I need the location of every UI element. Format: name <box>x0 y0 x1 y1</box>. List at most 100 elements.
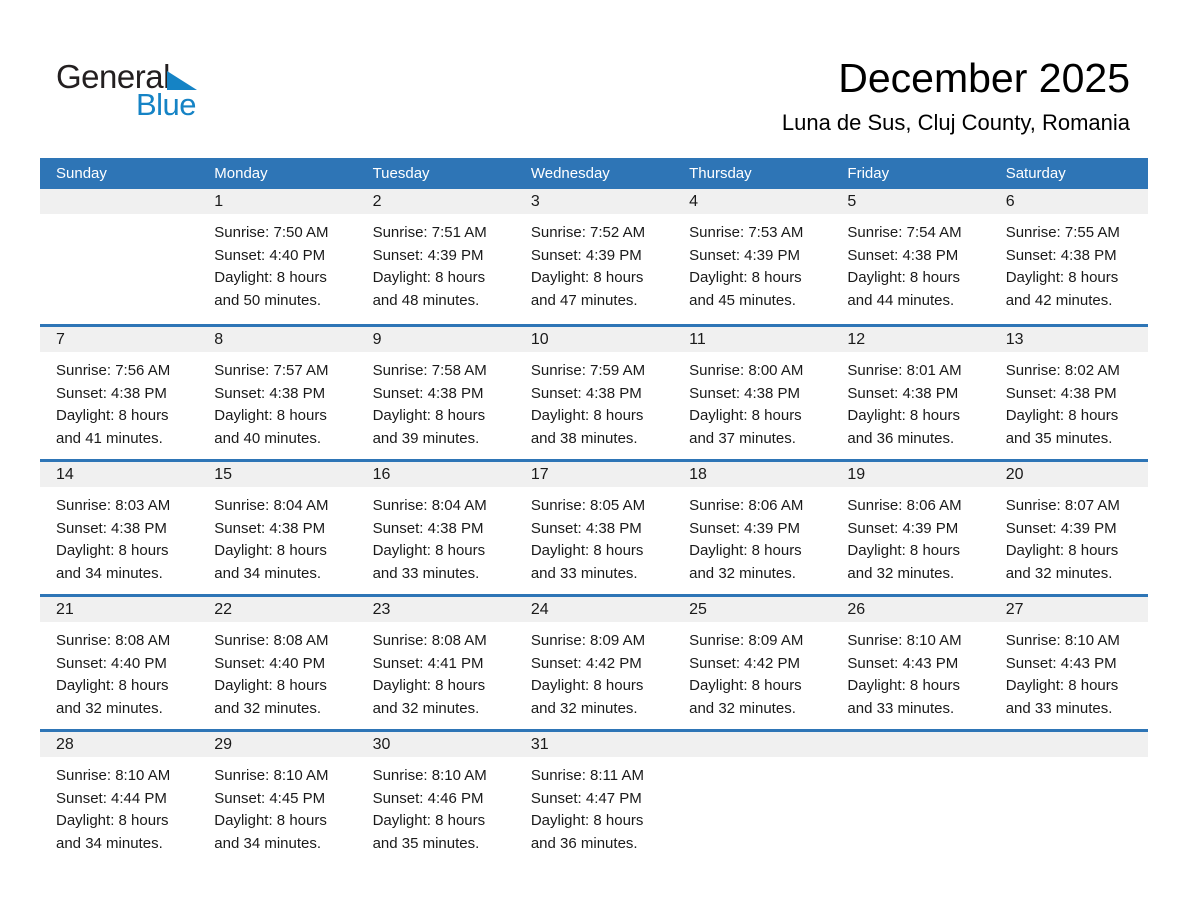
day-detail-line: Sunset: 4:38 PM <box>689 384 801 402</box>
day-detail-line: Sunrise: 7:50 AM <box>214 224 329 241</box>
day-cell-6: 6 Sunrise: 7:55 AM Sunset: 4:38 PM Daylight… <box>989 189 1148 324</box>
day-details: Sunrise: 8:08 AM Sunset: 4:40 PM Daylight:… <box>40 622 198 720</box>
day-details: Sunrise: 7:59 AM Sunset: 4:38 PM Daylight:… <box>515 352 673 450</box>
day-cell-2: 2 Sunrise: 7:51 AM Sunset: 4:39 PM Daylight… <box>356 189 515 324</box>
day-number: 27 <box>989 597 1148 622</box>
day-cell-25: 25 Sunrise: 8:09 AM Sunset: 4:42 PM Dayligh… <box>673 597 832 729</box>
day-detail-line: Daylight: 8 hours <box>372 542 486 559</box>
weekday-header-tuesday: Tuesday <box>372 165 430 182</box>
day-details: Sunrise: 8:10 AM Sunset: 4:43 PM Daylight:… <box>990 622 1148 720</box>
day-cell-13: 13 Sunrise: 8:02 AM Sunset: 4:38 PM Dayligh… <box>989 327 1148 459</box>
day-details <box>831 757 989 765</box>
day-detail-line: and 47 minutes. <box>530 291 638 309</box>
day-number: 9 <box>356 327 515 352</box>
day-detail-line: Daylight: 8 hours <box>214 407 327 424</box>
day-detail-line: and 36 minutes. <box>847 429 955 447</box>
page-title: December 2025 <box>838 55 1130 101</box>
day-detail-line: Sunset: 4:39 PM <box>530 246 642 264</box>
day-details: Sunrise: 7:50 AM Sunset: 4:40 PM Daylight:… <box>198 214 356 312</box>
day-detail-line: and 32 minutes. <box>689 564 796 582</box>
day-detail-line: and 33 minutes. <box>372 564 480 582</box>
day-detail-line: Sunrise: 7:56 AM <box>56 362 171 379</box>
week-row: 21 Sunrise: 8:08 AM Sunset: 4:40 PM Dayligh… <box>40 594 1148 729</box>
day-detail-line: and 32 minutes. <box>530 699 638 717</box>
day-detail-line: Sunrise: 8:01 AM <box>847 362 962 379</box>
day-detail-line: and 40 minutes. <box>214 429 322 447</box>
day-number: 6 <box>989 189 1148 214</box>
day-detail-line: Daylight: 8 hours <box>372 677 486 694</box>
day-number: 22 <box>198 597 357 622</box>
week-row: 7 Sunrise: 7:56 AM Sunset: 4:38 PM Daylight… <box>40 324 1148 459</box>
day-detail-line: Daylight: 8 hours <box>1005 677 1119 694</box>
day-detail-line: Sunrise: 7:59 AM <box>530 362 646 379</box>
day-cell-3: 3 Sunrise: 7:52 AM Sunset: 4:39 PM Daylight… <box>514 189 674 324</box>
day-detail-line: and 38 minutes. <box>530 429 638 447</box>
day-detail-line: Daylight: 8 hours <box>56 542 169 559</box>
week-row: 28 Sunrise: 8:10 AM Sunset: 4:44 PM Dayligh… <box>40 729 1148 864</box>
day-detail-line: Sunset: 4:45 PM <box>214 789 326 807</box>
day-details: Sunrise: 8:10 AM Sunset: 4:44 PM Daylight:… <box>40 757 198 855</box>
day-details <box>673 757 831 765</box>
day-detail-line: Sunrise: 8:08 AM <box>214 632 329 649</box>
day-detail-line: Sunrise: 8:06 AM <box>847 497 962 514</box>
day-cell-empty <box>831 732 990 864</box>
day-detail-line: Sunrise: 8:08 AM <box>372 632 487 649</box>
day-detail-line: and 34 minutes. <box>56 834 163 852</box>
day-cell-4: 4 Sunrise: 7:53 AM Sunset: 4:39 PM Daylight… <box>673 189 832 324</box>
day-detail-line: Sunrise: 8:10 AM <box>372 767 487 784</box>
day-detail-line: Sunset: 4:38 PM <box>56 384 167 402</box>
day-detail-line: Sunset: 4:40 PM <box>56 654 167 672</box>
day-detail-line: and 32 minutes. <box>689 699 796 717</box>
day-number: 5 <box>831 189 990 214</box>
day-detail-line: and 32 minutes. <box>372 699 480 717</box>
day-detail-line: Daylight: 8 hours <box>372 407 486 424</box>
day-detail-line: Sunset: 4:38 PM <box>1005 384 1117 402</box>
day-number: 18 <box>673 462 832 487</box>
day-detail-line: and 35 minutes. <box>372 834 480 852</box>
day-detail-line: and 34 minutes. <box>214 564 322 582</box>
logo-text-blue: Blue <box>135 87 197 122</box>
day-detail-line: Daylight: 8 hours <box>214 542 327 559</box>
day-detail-line: Sunrise: 8:10 AM <box>1005 632 1120 649</box>
day-details: Sunrise: 8:09 AM Sunset: 4:42 PM Daylight:… <box>515 622 673 720</box>
day-details: Sunrise: 8:04 AM Sunset: 4:38 PM Daylight:… <box>357 487 515 585</box>
day-detail-line: Daylight: 8 hours <box>1005 269 1119 286</box>
day-number: 1 <box>198 189 357 214</box>
day-detail-line: Sunrise: 7:55 AM <box>1005 224 1120 241</box>
day-number: 10 <box>514 327 674 352</box>
day-detail-line: Daylight: 8 hours <box>530 542 644 559</box>
day-detail-line: and 35 minutes. <box>1005 429 1113 447</box>
day-detail-line: Sunset: 4:38 PM <box>530 519 642 537</box>
day-detail-line: Daylight: 8 hours <box>372 812 486 829</box>
day-cell-10: 10 Sunrise: 7:59 AM Sunset: 4:38 PM Dayligh… <box>514 327 674 459</box>
day-detail-line: Daylight: 8 hours <box>1005 542 1119 559</box>
weekday-header-friday: Friday <box>847 165 890 182</box>
logo-text-general: General <box>56 58 170 95</box>
day-number <box>40 189 199 214</box>
day-detail-line: and 32 minutes. <box>56 699 163 717</box>
day-number <box>673 732 832 757</box>
day-detail-line: Daylight: 8 hours <box>56 407 169 424</box>
day-details: Sunrise: 8:05 AM Sunset: 4:38 PM Daylight:… <box>515 487 673 585</box>
day-detail-line: Daylight: 8 hours <box>530 677 644 694</box>
day-detail-line: and 37 minutes. <box>689 429 796 447</box>
day-details: Sunrise: 8:06 AM Sunset: 4:39 PM Daylight:… <box>831 487 989 585</box>
day-detail-line: Daylight: 8 hours <box>689 407 802 424</box>
day-number: 25 <box>673 597 832 622</box>
day-details: Sunrise: 8:06 AM Sunset: 4:39 PM Daylight:… <box>673 487 831 585</box>
day-detail-line: Daylight: 8 hours <box>689 269 802 286</box>
logo-row-general: General <box>56 58 197 95</box>
day-detail-line: Sunset: 4:38 PM <box>372 384 484 402</box>
day-detail-line: Sunrise: 8:10 AM <box>56 767 171 784</box>
day-detail-line: Sunrise: 7:58 AM <box>372 362 487 379</box>
day-detail-line: Sunset: 4:40 PM <box>214 654 326 672</box>
day-details: Sunrise: 8:08 AM Sunset: 4:40 PM Daylight:… <box>198 622 356 720</box>
day-details: Sunrise: 7:55 AM Sunset: 4:38 PM Daylight:… <box>990 214 1148 312</box>
day-detail-line: and 42 minutes. <box>1005 291 1113 309</box>
day-number: 8 <box>198 327 357 352</box>
day-number: 21 <box>40 597 199 622</box>
day-cell-empty <box>989 732 1148 864</box>
day-detail-line: Sunset: 4:38 PM <box>214 519 326 537</box>
day-detail-line: Daylight: 8 hours <box>847 542 960 559</box>
